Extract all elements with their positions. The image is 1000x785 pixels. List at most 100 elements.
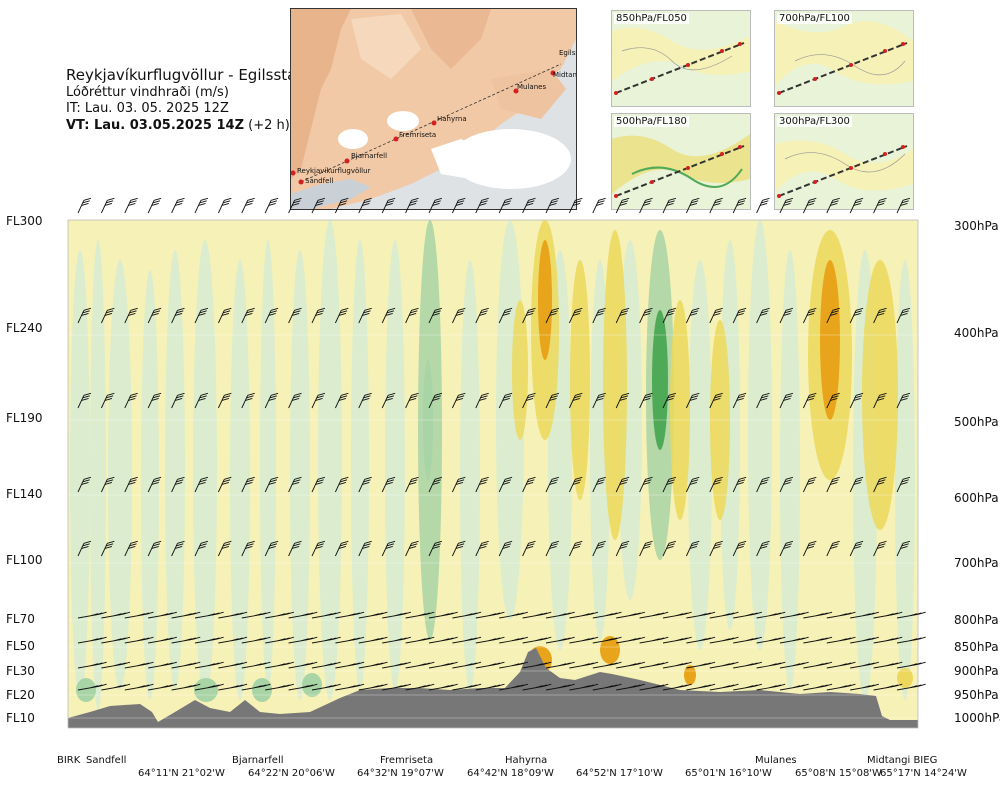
wind-barb [77, 476, 92, 493]
wind-barb [217, 392, 232, 409]
wind-barb [756, 540, 770, 557]
wind-barb [382, 683, 411, 691]
wind-barb [452, 661, 482, 669]
draft-streak [70, 250, 90, 700]
wind-barb [405, 683, 435, 691]
wind-barb [264, 307, 279, 324]
draft-streak [260, 240, 276, 690]
map-label-hahyrna: Hahyrna [437, 115, 467, 123]
wind-barb [451, 476, 466, 493]
wind-barb [77, 197, 92, 214]
wind-barb [522, 661, 552, 669]
wind-barb [685, 307, 700, 324]
wind-barb [171, 476, 185, 493]
wind-barb [639, 661, 669, 669]
wind-barb [218, 661, 248, 669]
hpa-label: 300hPa [954, 219, 999, 233]
wind-barb [334, 540, 349, 557]
wind-barb [288, 540, 302, 557]
wind-barb [334, 197, 349, 214]
wind-barb [382, 661, 411, 669]
station-birk: BIRK [57, 755, 81, 766]
map-label-fremriseta: Fremriseta [399, 131, 437, 139]
draft-streak [460, 260, 480, 690]
wind-barb [733, 683, 762, 691]
panel-label: 850hPa/FL050 [614, 13, 689, 24]
station-fremriseta: Fremriseta [380, 755, 434, 766]
wind-barb [779, 683, 809, 691]
wind-barb [685, 197, 700, 214]
wind-barb [498, 307, 513, 324]
map-label-reykjavik: Reykjavíkurflugvöllur [297, 167, 371, 175]
wind-barb [662, 307, 677, 324]
wind-barb [288, 636, 318, 644]
wind-barb [616, 611, 645, 619]
wind-barb [498, 197, 513, 214]
wind-barb [826, 683, 856, 691]
wind-barb [241, 611, 271, 619]
wind-barb [545, 540, 560, 557]
wind-barb [545, 197, 560, 214]
chart-subtitle: Lóðréttur vindhraði (m/s) [66, 85, 229, 100]
wind-barb [779, 197, 794, 214]
map-label-egilsstadir: Egilss [559, 49, 576, 57]
wind-barb [77, 683, 107, 691]
title-block: Reykjavíkurflugvöllur - Egilsstadir Lóðr… [66, 66, 316, 134]
draft-streak [748, 220, 772, 650]
wind-barb [288, 307, 302, 324]
wind-barb [428, 661, 458, 669]
station-hahyrna: Hahyrna [505, 755, 548, 766]
coord-label: 65°01'N 16°10'W [685, 768, 772, 779]
draft-streak [108, 260, 132, 690]
wind-barb [756, 307, 770, 324]
wind-barb [451, 197, 466, 214]
wind-barb [217, 197, 232, 214]
draft-streak [780, 250, 800, 690]
wind-barb [733, 661, 762, 669]
valid-time-main: VT: Lau. 03.05.2025 14Z [66, 118, 245, 133]
fl-label: FL50 [6, 639, 35, 653]
wind-barb [428, 476, 443, 493]
wind-barb [849, 197, 864, 214]
wind-barb [779, 661, 809, 669]
wind-barb [381, 540, 396, 557]
wind-barb [335, 661, 365, 669]
wind-barb [802, 307, 817, 324]
wind-barb [545, 661, 575, 669]
wind-barb [171, 611, 201, 619]
wind-barb [475, 307, 489, 324]
draft-streak [895, 260, 915, 700]
wind-barb [615, 197, 630, 214]
wind-barb [732, 392, 747, 409]
wind-barb [709, 392, 723, 409]
wind-barb [779, 392, 794, 409]
wind-barb [475, 392, 489, 409]
wind-barb [568, 307, 583, 324]
wind-barb [311, 611, 341, 619]
wind-barb [639, 307, 653, 324]
wind-barb [358, 392, 372, 409]
wind-barb [685, 392, 700, 409]
station-midtangi-bieg: Midtangi BIEG [867, 755, 938, 766]
wind-barb [265, 636, 294, 644]
wind-barb [405, 661, 435, 669]
wind-barb [873, 661, 903, 669]
wind-barb [662, 683, 692, 691]
wind-barb [475, 476, 489, 493]
coord-label: 64°11'N 21°02'W [138, 768, 225, 779]
panel-300hpa: 300hPa/FL300 [774, 113, 914, 210]
wind-barb [358, 476, 372, 493]
wind-barb [194, 540, 209, 557]
wind-barb [475, 661, 505, 669]
wind-barb [850, 636, 879, 644]
wind-barb [896, 392, 911, 409]
wind-barb [779, 611, 809, 619]
wind-barb [100, 476, 115, 493]
wind-barb [732, 540, 747, 557]
wind-barb [405, 307, 419, 324]
wind-barb [592, 540, 606, 557]
wind-barb [358, 307, 372, 324]
wind-barb [709, 540, 723, 557]
wind-barb [873, 476, 887, 493]
wind-barb [592, 197, 606, 214]
